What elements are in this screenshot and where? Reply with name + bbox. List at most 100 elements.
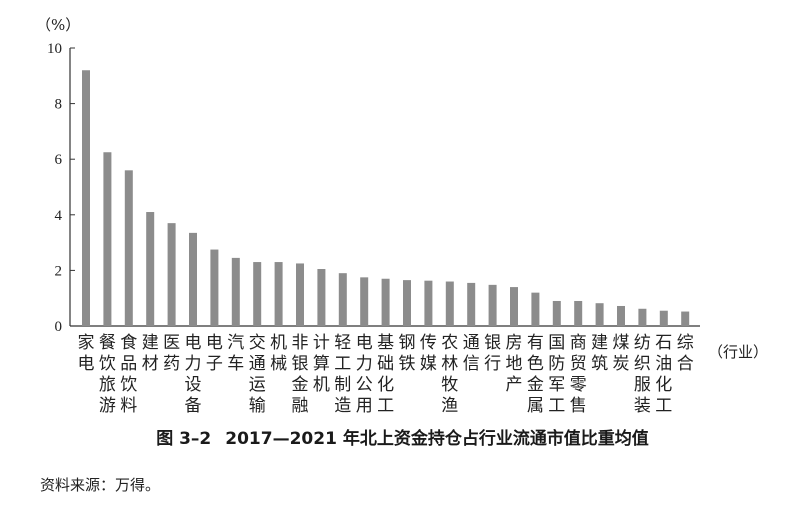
svg-text:化: 化 [655,375,672,395]
bar [424,280,433,326]
x-tick-label: 综合 [677,333,694,374]
svg-text:电: 电 [356,333,373,353]
svg-text:综: 综 [677,333,694,353]
bar [445,281,454,326]
svg-text:防: 防 [548,354,565,374]
y-tick-label: 6 [55,152,63,168]
svg-text:农: 农 [441,333,458,353]
svg-text:药: 药 [163,354,180,374]
x-tick-label: 机械 [270,333,287,374]
x-tick-label: 银行 [484,333,501,374]
svg-text:设: 设 [185,375,202,395]
bar [381,278,390,326]
svg-text:石: 石 [655,333,672,353]
bar [638,308,647,326]
svg-text:织: 织 [634,354,651,374]
svg-text:属: 属 [527,396,544,416]
svg-text:轻: 轻 [334,333,351,353]
y-tick-label: 4 [55,208,63,224]
x-axis-unit: （行业） [708,343,768,361]
svg-text:力: 力 [185,354,202,374]
svg-text:金: 金 [527,375,544,395]
bar [103,152,112,326]
bar [189,232,197,326]
svg-text:械: 械 [270,354,287,374]
svg-text:医: 医 [163,333,180,353]
figure-number: 图 3–2 [156,429,212,449]
x-tick-label: 计算机 [313,333,330,395]
svg-text:行: 行 [484,354,501,374]
y-tick-label: 8 [55,97,63,113]
svg-text:备: 备 [185,396,202,416]
svg-text:算: 算 [313,354,330,374]
svg-text:化: 化 [377,375,394,395]
svg-text:饮: 饮 [120,375,137,395]
svg-text:通: 通 [463,333,480,353]
svg-text:车: 车 [227,354,244,374]
bar [659,310,668,326]
bar [488,284,497,326]
svg-text:制: 制 [334,375,351,395]
svg-text:机: 机 [313,375,330,395]
svg-text:传: 传 [420,333,437,353]
bar [595,303,604,326]
svg-text:运: 运 [249,375,266,395]
svg-text:金: 金 [292,375,309,395]
svg-text:电: 电 [185,333,202,353]
svg-text:餐: 餐 [99,333,116,353]
bar [167,223,176,326]
x-tick-label: 汽车 [227,333,244,374]
bar [552,300,561,326]
x-tick-label: 建筑 [591,333,608,374]
svg-text:铁: 铁 [399,354,416,374]
svg-text:钢: 钢 [399,333,416,353]
svg-text:银: 银 [292,354,309,374]
bar [467,282,476,326]
svg-text:工: 工 [377,396,394,416]
bar [296,263,304,326]
svg-text:力: 力 [356,354,373,374]
svg-text:银: 银 [484,333,501,353]
svg-text:用: 用 [356,396,373,416]
svg-text:机: 机 [270,333,287,353]
svg-text:工: 工 [655,396,672,416]
bar [681,311,690,326]
svg-text:纺: 纺 [634,333,651,353]
chart-axes: 0 2 4 6 8 10 [47,41,700,335]
svg-text:房: 房 [506,333,523,353]
bar [253,262,262,326]
y-axis-unit: （%） [36,16,80,34]
bar [317,269,326,326]
y-tick-label: 0 [55,319,63,335]
x-tick-label: 电子 [206,333,223,374]
bar [210,249,219,326]
svg-text:食: 食 [120,333,137,353]
svg-text:融: 融 [292,396,309,416]
x-tick-label: 建材 [142,333,159,374]
svg-text:信: 信 [463,354,480,374]
source-note: 资料来源：万得。 [40,476,161,494]
bar [124,170,133,326]
svg-text:地: 地 [506,354,523,374]
svg-text:建: 建 [591,333,608,353]
svg-text:炭: 炭 [613,354,630,374]
svg-text:电: 电 [78,354,95,374]
svg-text:筑: 筑 [591,354,608,374]
svg-text:通: 通 [249,354,266,374]
chart-title: 2017—2021 年北上资金持仓占行业流通市值比重均值 [225,429,649,449]
bar [574,300,583,326]
svg-text:基: 基 [377,333,394,353]
svg-text:军: 军 [548,375,565,395]
svg-text:牧: 牧 [441,375,458,395]
bar [231,257,240,326]
